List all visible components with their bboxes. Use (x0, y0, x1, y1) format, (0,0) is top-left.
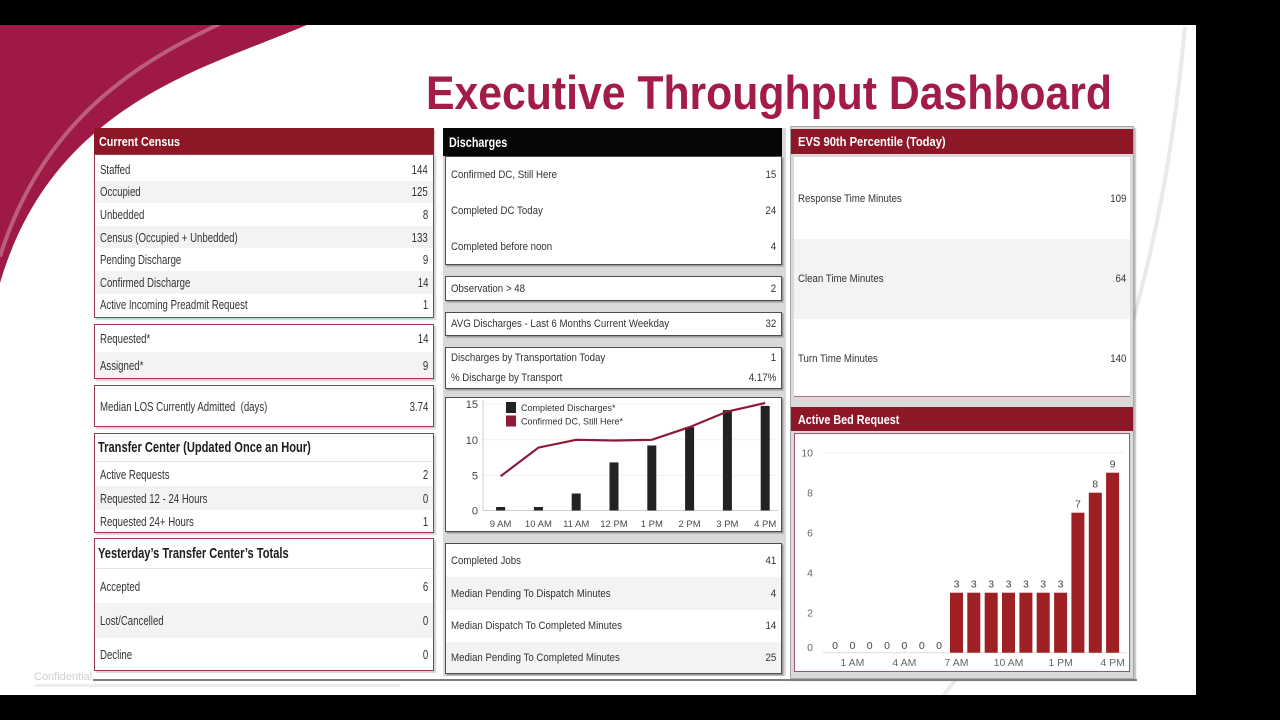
svg-text:11 AM: 11 AM (563, 519, 589, 530)
svg-text:6: 6 (807, 528, 813, 540)
svg-text:2 PM: 2 PM (679, 519, 701, 530)
svg-text:4: 4 (807, 568, 813, 580)
svg-text:15: 15 (466, 399, 478, 411)
svg-text:8: 8 (807, 488, 813, 500)
svg-text:7: 7 (1075, 499, 1081, 511)
svg-text:2: 2 (807, 608, 813, 620)
svg-text:10 AM: 10 AM (994, 657, 1024, 669)
svg-text:3: 3 (1006, 579, 1012, 591)
svg-text:10: 10 (466, 435, 478, 447)
svg-text:9: 9 (1110, 459, 1116, 471)
svg-text:5: 5 (472, 470, 478, 482)
svg-text:0: 0 (919, 640, 925, 652)
svg-text:3 PM: 3 PM (716, 519, 738, 530)
svg-text:1 AM: 1 AM (840, 657, 864, 669)
svg-text:10 AM: 10 AM (525, 519, 552, 530)
svg-text:0: 0 (849, 640, 855, 652)
svg-text:3: 3 (954, 579, 960, 591)
svg-text:3: 3 (1058, 579, 1064, 591)
svg-text:Confirmed DC, Still Here*: Confirmed DC, Still Here* (521, 417, 624, 427)
svg-text:4 PM: 4 PM (754, 519, 776, 530)
svg-text:3: 3 (1040, 579, 1046, 591)
svg-text:12 PM: 12 PM (600, 519, 628, 530)
svg-text:0: 0 (884, 640, 890, 652)
svg-text:8: 8 (1092, 479, 1098, 491)
svg-text:3: 3 (971, 579, 977, 591)
svg-text:Completed Discharges*: Completed Discharges* (521, 403, 616, 413)
svg-text:0: 0 (867, 640, 873, 652)
svg-text:0: 0 (901, 640, 907, 652)
svg-text:0: 0 (936, 640, 942, 652)
svg-text:4 PM: 4 PM (1100, 657, 1125, 669)
svg-text:7 AM: 7 AM (945, 657, 969, 669)
svg-text:9 AM: 9 AM (490, 519, 512, 530)
svg-text:3: 3 (1023, 579, 1029, 591)
svg-text:0: 0 (807, 642, 813, 654)
svg-text:3: 3 (988, 579, 994, 591)
svg-text:1 PM: 1 PM (641, 519, 663, 530)
svg-text:10: 10 (801, 448, 813, 460)
svg-text:0: 0 (472, 506, 478, 518)
svg-text:4 AM: 4 AM (892, 657, 916, 669)
svg-text:0: 0 (832, 640, 838, 652)
svg-text:1 PM: 1 PM (1048, 657, 1073, 669)
